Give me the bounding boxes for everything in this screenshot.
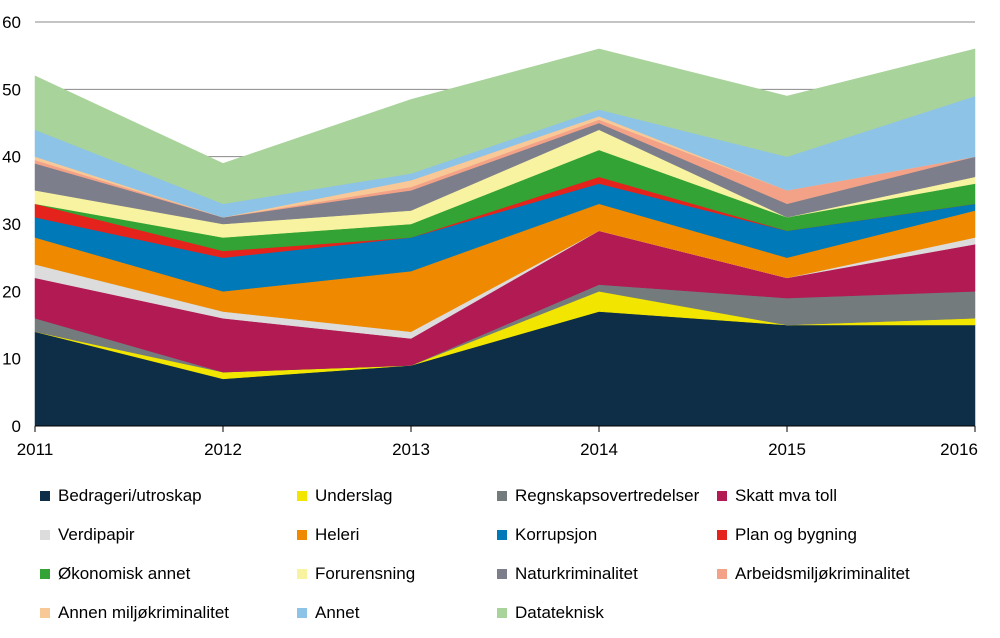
legend-label: Verdipapir <box>58 525 135 544</box>
x-axis-ticks: 2011 2012 2013 2014 2015 2016 <box>17 426 978 459</box>
legend-item-datateknisk: Datateknisk <box>497 603 604 623</box>
x-tick-label: 2014 <box>580 440 618 459</box>
legend-item-verdipapir: Verdipapir <box>40 525 135 545</box>
legend-label: Heleri <box>315 525 360 544</box>
y-tick-label: 10 <box>2 350 21 369</box>
legend-item-heleri: Heleri <box>297 525 359 545</box>
legend-item-arbeidsmiljokriminalitet: Arbeidsmiljøkriminalitet <box>717 564 910 584</box>
legend-item-korrupsjon: Korrupsjon <box>497 525 597 545</box>
y-tick-label: 0 <box>12 417 21 436</box>
legend-item-naturkriminalitet: Naturkriminalitet <box>497 564 638 584</box>
y-tick-label: 40 <box>2 148 21 167</box>
legend-label: Underslag <box>315 486 393 505</box>
legend-label: Økonomisk annet <box>58 564 191 583</box>
legend-item-skatt-mva-toll: Skatt mva toll <box>717 486 837 506</box>
legend-swatch <box>717 569 727 579</box>
x-tick-label: 2013 <box>392 440 430 459</box>
legend-swatch <box>40 569 50 579</box>
legend-label: Arbeidsmiljøkriminalitet <box>735 564 910 583</box>
legend-swatch <box>297 530 307 540</box>
y-tick-label: 60 <box>2 13 21 32</box>
y-tick-label: 20 <box>2 282 21 301</box>
legend-swatch <box>40 530 50 540</box>
legend-swatch <box>717 491 727 501</box>
legend-label: Korrupsjon <box>515 525 598 544</box>
x-tick-label: 2015 <box>768 440 806 459</box>
x-tick-label: 2011 <box>17 440 54 459</box>
series-areas <box>34 48 976 427</box>
legend-item-bedrageri-utroskap: Bedrageri/utroskap <box>40 486 202 506</box>
stacked-area-chart: 0 10 20 30 40 50 60 2011 2012 2013 2014 2015 2016 <box>2 13 978 459</box>
legend-swatch <box>297 491 307 501</box>
legend-swatch <box>497 530 507 540</box>
legend-swatch <box>297 608 307 618</box>
legend-swatch <box>297 569 307 579</box>
legend-label: Annet <box>315 603 360 622</box>
legend-label: Skatt mva toll <box>735 486 838 505</box>
legend-item-regnskapsovertredelser: Regnskapsovertredelser <box>497 486 699 506</box>
y-tick-label: 50 <box>2 80 21 99</box>
legend-swatch <box>497 608 507 618</box>
x-tick-label: 2016 <box>940 440 978 459</box>
legend-item-forurensning: Forurensning <box>297 564 415 584</box>
legend-label: Bedrageri/utroskap <box>58 486 202 505</box>
legend-label: Forurensning <box>315 564 416 583</box>
legend-swatch <box>40 608 50 618</box>
legend-item-annen-miljokriminalitet: Annen miljøkriminalitet <box>40 603 229 623</box>
legend-item-okonomisk-annet: Økonomisk annet <box>40 564 190 584</box>
legend-item-underslag: Underslag <box>297 486 393 506</box>
legend-label: Regnskapsovertredelser <box>515 486 700 505</box>
legend-item-annet: Annet <box>297 603 359 623</box>
legend-swatch <box>497 491 507 501</box>
y-tick-label: 30 <box>2 215 21 234</box>
legend-label: Annen miljøkriminalitet <box>58 603 229 622</box>
legend-label: Datateknisk <box>515 603 604 622</box>
x-tick-label: 2012 <box>204 440 242 459</box>
legend-label: Plan og bygning <box>735 525 857 544</box>
legend-swatch <box>717 530 727 540</box>
y-axis-ticks: 0 10 20 30 40 50 60 <box>2 13 21 436</box>
area-datateknisk <box>34 48 976 205</box>
legend-swatch <box>40 491 50 501</box>
legend-item-plan-og-bygning: Plan og bygning <box>717 525 857 545</box>
legend-swatch <box>497 569 507 579</box>
legend-label: Naturkriminalitet <box>515 564 638 583</box>
